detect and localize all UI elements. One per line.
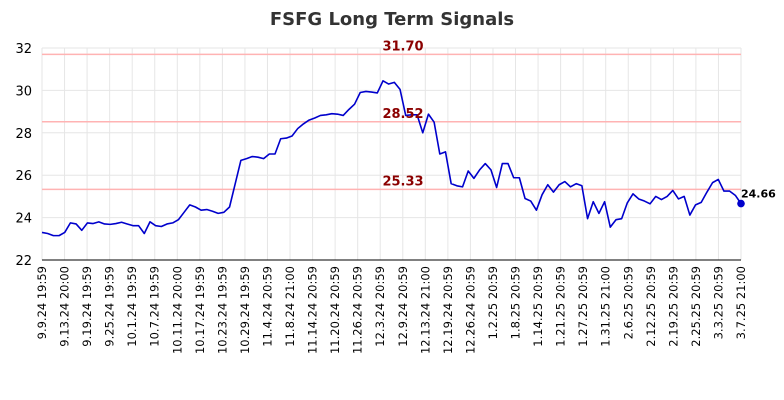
x-tick-label: 10.29.24 19:59 [238, 266, 252, 354]
x-tick-label: 10.7.24 19:59 [148, 266, 162, 347]
chart-title: FSFG Long Term Signals [270, 9, 514, 30]
x-tick-label: 11.4.24 20:59 [260, 266, 274, 347]
y-tick-label: 32 [15, 42, 32, 57]
x-tick-label: 3.7.25 21:00 [734, 266, 748, 339]
x-tick-label: 1.21.25 20:59 [554, 266, 568, 347]
y-tick-label: 28 [15, 127, 32, 142]
x-tick-label: 9.13.24 20:00 [58, 266, 72, 347]
reference-lines [42, 53, 741, 191]
x-tick-label: 10.17.24 19:59 [193, 266, 207, 354]
x-tick-label: 2.19.25 20:59 [666, 266, 680, 347]
x-tick-label: 1.14.25 20:59 [531, 266, 545, 347]
x-tick-label: 1.2.25 20:59 [486, 266, 500, 339]
x-tick-label: 2.12.25 20:59 [644, 266, 658, 347]
x-tick-label: 2.6.25 20:59 [621, 266, 635, 339]
grid [41, 47, 742, 261]
x-tick-label: 1.8.25 20:59 [509, 266, 523, 339]
x-tick-label: 1.31.25 21:00 [599, 266, 613, 347]
x-tick-label: 3.3.25 20:59 [711, 266, 725, 339]
x-tick-label: 1.27.25 20:59 [576, 266, 590, 347]
last-point-marker [737, 199, 745, 208]
last-value-label: 24.66 [741, 188, 776, 201]
reference-label: 28.52 [382, 107, 423, 122]
x-tick-label: 11.8.24 21:00 [283, 266, 297, 347]
x-tick-label: 12.19.24 20:59 [441, 266, 455, 354]
y-tick-label: 22 [15, 254, 32, 269]
y-tick-label: 24 [15, 212, 32, 227]
labels: 31.70 28.52 25.33 24.66 [382, 39, 776, 200]
x-tick-label: 10.1.24 19:59 [125, 266, 139, 347]
y-tick-label: 26 [15, 169, 32, 184]
reference-label: 25.33 [382, 174, 423, 189]
x-tick-label: 11.26.24 20:59 [351, 266, 365, 354]
x-tick-label: 11.14.24 20:59 [306, 266, 320, 354]
reference-label: 31.70 [382, 39, 423, 54]
x-tick-label: 9.25.24 19:59 [103, 266, 117, 347]
x-tick-label: 9.9.24 19:59 [35, 266, 49, 339]
x-tick-label: 11.20.24 20:59 [328, 266, 342, 354]
x-tick-label: 12.26.24 20:59 [463, 266, 477, 354]
x-tick-label: 12.9.24 20:59 [396, 266, 410, 347]
price-series [41, 80, 745, 237]
x-tick-label: 9.19.24 19:59 [80, 266, 94, 347]
x-tick-label: 12.13.24 21:00 [418, 266, 432, 354]
x-tick-label: 12.3.24 20:59 [373, 266, 387, 347]
x-tick-label: 10.11.24 20:00 [170, 266, 184, 354]
x-tick-label: 10.23.24 19:59 [215, 266, 229, 354]
axes: 22 24 26 28 30 32 9.9.24 19:59 9.13.24 20:00 9.1… [15, 42, 748, 354]
y-tick-label: 30 [15, 84, 32, 99]
x-tick-label: 2.25.25 20:59 [689, 266, 703, 347]
price-line [41, 80, 742, 237]
